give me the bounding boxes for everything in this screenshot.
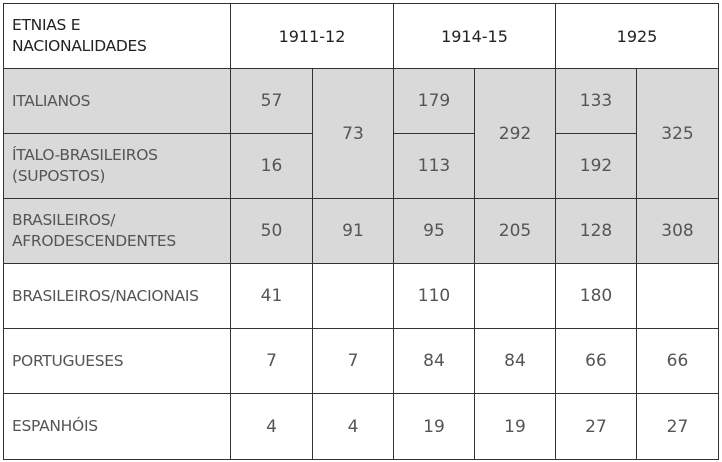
cell: [312, 263, 394, 329]
cell: 16: [230, 133, 313, 199]
cell: [474, 263, 556, 329]
cell: [636, 263, 719, 329]
cell: 192: [555, 133, 637, 199]
cell: 41: [230, 263, 313, 329]
row-label: ITALIANOS: [3, 68, 231, 134]
cell: 113: [393, 133, 475, 199]
table-row: BRASILEIROS/AFRODESCENDENTES 50 91 95 20…: [3, 198, 719, 264]
year-header: 1914-15: [393, 3, 556, 69]
cell: 50: [230, 198, 313, 264]
cell: 91: [312, 198, 394, 264]
cell: 128: [555, 198, 637, 264]
cell-total: 73: [312, 68, 394, 199]
row-label-line2: (SUPOSTOS): [12, 167, 106, 185]
cell: 308: [636, 198, 719, 264]
row-label: ESPANHÓIS: [3, 393, 231, 460]
table-row: ÍTALO-BRASILEIROS (SUPOSTOS) 16 113 192: [3, 133, 719, 199]
cell: 205: [474, 198, 556, 264]
table-row: BRASILEIROS/NACIONAIS 41 110 180: [3, 263, 719, 329]
row-label: PORTUGUESES: [3, 328, 231, 394]
header-row: ETNIAS E NACIONALIDADES 1911-12 1914-15 1…: [3, 3, 719, 69]
cell: 180: [555, 263, 637, 329]
table-row: ESPANHÓIS 4 4 19 19 27 27: [3, 393, 719, 460]
cell: 7: [230, 328, 313, 394]
row-label-line1: BRASILEIROS/: [12, 211, 116, 229]
row-label: BRASILEIROS/NACIONAIS: [3, 263, 231, 329]
cell: 4: [312, 393, 394, 460]
cell: 110: [393, 263, 475, 329]
cell: 19: [474, 393, 556, 460]
year-header: 1925: [555, 3, 719, 69]
table-row: PORTUGUESES 7 7 84 84 66 66: [3, 328, 719, 394]
cell-total: 325: [636, 68, 719, 199]
cell: 133: [555, 68, 637, 134]
cell: 57: [230, 68, 313, 134]
row-label-line1: ÍTALO-BRASILEIROS: [12, 146, 158, 164]
cell-total: 292: [474, 68, 556, 199]
row-label: ÍTALO-BRASILEIROS (SUPOSTOS): [3, 133, 231, 199]
header-label: ETNIAS E NACIONALIDADES: [3, 3, 231, 69]
cell: 27: [555, 393, 637, 460]
cell: 84: [393, 328, 475, 394]
cell: 66: [555, 328, 637, 394]
cell: 95: [393, 198, 475, 264]
cell: 27: [636, 393, 719, 460]
cell: 179: [393, 68, 475, 134]
cell: 84: [474, 328, 556, 394]
cell: 7: [312, 328, 394, 394]
cell: 4: [230, 393, 313, 460]
table-row: ITALIANOS 57 73 179 292 133 325: [3, 68, 719, 199]
year-header: 1911-12: [230, 3, 394, 69]
header-label-line2: NACIONALIDADES: [12, 37, 147, 55]
row-label-line2: AFRODESCENDENTES: [12, 232, 176, 250]
cell: 19: [393, 393, 475, 460]
row-label: BRASILEIROS/AFRODESCENDENTES: [3, 198, 231, 264]
cell: 66: [636, 328, 719, 394]
header-label-line1: ETNIAS E: [12, 16, 81, 34]
ethnicity-table: ETNIAS E NACIONALIDADES 1911-12 1914-15 1…: [3, 3, 719, 460]
